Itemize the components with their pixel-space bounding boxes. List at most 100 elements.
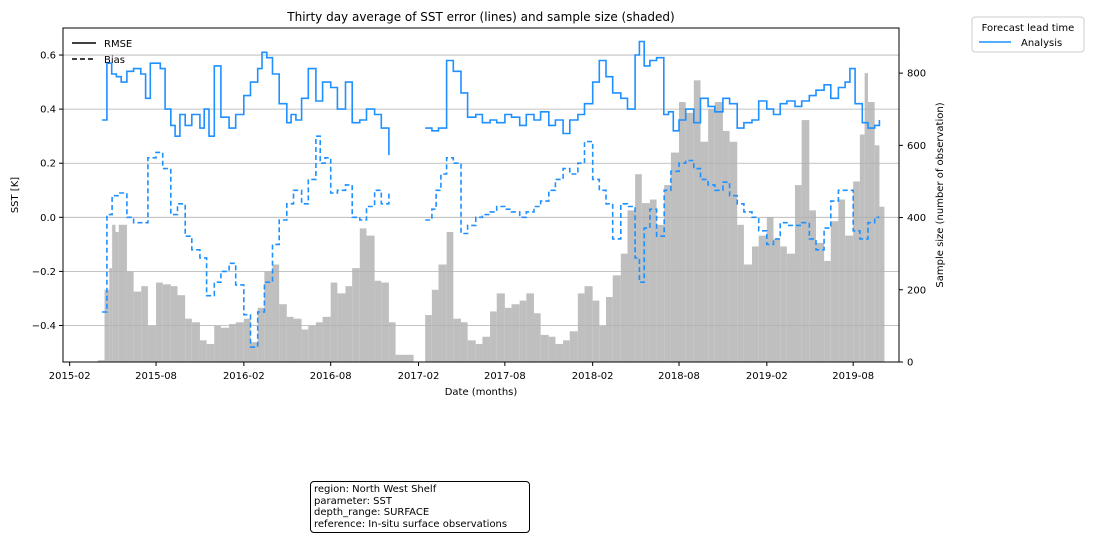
chart-title: Thirty day average of SST error (lines) … <box>286 10 674 24</box>
info-parameter: parameter: SST <box>314 495 392 507</box>
sample-bar <box>809 210 816 362</box>
sample-bar <box>366 235 375 362</box>
sample-bar <box>453 318 461 362</box>
sample-bar <box>322 316 331 362</box>
sample-bar <box>250 342 258 362</box>
info-depth-range: depth_range: SURFACE <box>314 507 430 518</box>
sample-bar <box>511 304 520 362</box>
sample-bar <box>627 210 636 362</box>
sample-bar <box>656 224 665 362</box>
sample-bar <box>526 293 534 362</box>
sample-bar <box>620 253 628 362</box>
sample-bar <box>693 80 701 363</box>
sample-bar <box>214 325 221 362</box>
y-tick-label: 0.2 <box>40 159 56 170</box>
sample-bar <box>126 271 134 362</box>
sample-bar <box>177 295 186 362</box>
sample-bar <box>540 334 549 362</box>
rmse-line <box>102 40 881 156</box>
sample-bar <box>838 199 846 362</box>
sample-bar <box>220 327 230 362</box>
y2-axis-label: Sample size (number of observation) <box>935 102 946 287</box>
sample-bar <box>185 318 192 362</box>
sample-bar <box>156 282 163 362</box>
x-tick-label: 2018-02 <box>572 371 614 382</box>
sample-bar <box>801 120 810 362</box>
sample-bar <box>425 315 432 362</box>
x-tick-label: 2015-08 <box>135 371 177 382</box>
sample-bar <box>752 246 759 362</box>
x-tick-label: 2016-08 <box>310 371 352 382</box>
sample-bar <box>766 217 774 362</box>
sample-bar <box>170 286 178 362</box>
sample-bar <box>133 291 142 362</box>
sample-bar <box>381 282 389 362</box>
x-tick-label: 2015-02 <box>49 371 91 382</box>
sample-bar <box>519 300 527 362</box>
sample-bar <box>199 340 207 362</box>
y-axis-left: −0.4 −0.2 0.0 0.2 0.4 0.6 <box>32 51 63 332</box>
x-tick-label: 2019-08 <box>832 371 874 382</box>
y2-tick-label: 200 <box>907 285 926 296</box>
sample-bar <box>533 313 541 362</box>
sample-bar <box>773 239 781 362</box>
sample-bar <box>395 354 414 362</box>
y-tick-label: −0.2 <box>32 267 56 278</box>
sample-bar <box>482 336 491 362</box>
sample-bar <box>599 325 607 362</box>
sample-bar <box>830 221 839 362</box>
sample-bar <box>229 324 236 362</box>
legend-rmse-label: RMSE <box>104 39 132 50</box>
error-lines <box>102 40 881 348</box>
sample-bar <box>786 253 795 362</box>
sample-bar <box>431 289 439 362</box>
sample-bar <box>743 264 753 362</box>
sample-bar <box>722 130 730 362</box>
sample-bar <box>97 360 105 362</box>
sample-bar <box>584 286 593 362</box>
lead-time-legend: Forecast lead time Analysis <box>971 16 1085 53</box>
sample-bar <box>438 264 447 362</box>
info-box: region: North West Shelf parameter: SST … <box>310 481 530 533</box>
sample-bar <box>359 228 367 362</box>
x-tick-label: 2017-02 <box>398 371 440 382</box>
plot-frame <box>62 27 900 363</box>
x-axis-label: Date (months) <box>445 387 518 398</box>
sample-bar <box>272 264 280 362</box>
sample-bar <box>460 322 468 362</box>
sample-bar <box>257 307 265 362</box>
sample-bar <box>555 343 564 362</box>
sample-bar <box>264 271 273 362</box>
x-tick-label: 2016-02 <box>223 371 265 382</box>
sample-bar <box>685 112 694 362</box>
sample-bar <box>577 293 585 362</box>
sample-bar <box>112 224 116 362</box>
sample-bar <box>874 145 880 362</box>
sample-bar <box>467 340 476 362</box>
sample-bar <box>569 331 578 362</box>
sample-bar <box>446 232 454 362</box>
y-tick-label: −0.4 <box>32 321 56 332</box>
sample-bar <box>548 336 556 362</box>
y-axis-label: SST [K] <box>10 177 21 213</box>
y-tick-label: 0.6 <box>40 51 56 62</box>
sample-bar <box>815 242 825 362</box>
sample-bar <box>243 318 251 362</box>
sample-bar <box>708 109 715 362</box>
x-tick-label: 2018-08 <box>658 371 700 382</box>
sample-bar <box>879 206 885 362</box>
sample-bar <box>845 235 854 362</box>
sample-bar <box>641 203 650 362</box>
sample-bar <box>279 304 287 362</box>
y2-tick-label: 800 <box>907 69 926 80</box>
lead-legend-analysis-label: Analysis <box>1021 38 1062 49</box>
sample-bar <box>104 289 110 362</box>
plot-area <box>62 27 900 363</box>
sample-bar <box>679 102 686 363</box>
x-tick-label: 2017-08 <box>484 371 526 382</box>
sample-bar <box>206 343 215 362</box>
sample-bar <box>824 260 831 362</box>
info-reference: reference: In-situ surface observations <box>314 518 508 530</box>
sample-bar <box>162 284 171 362</box>
style-legend: RMSE Bias <box>72 39 132 66</box>
